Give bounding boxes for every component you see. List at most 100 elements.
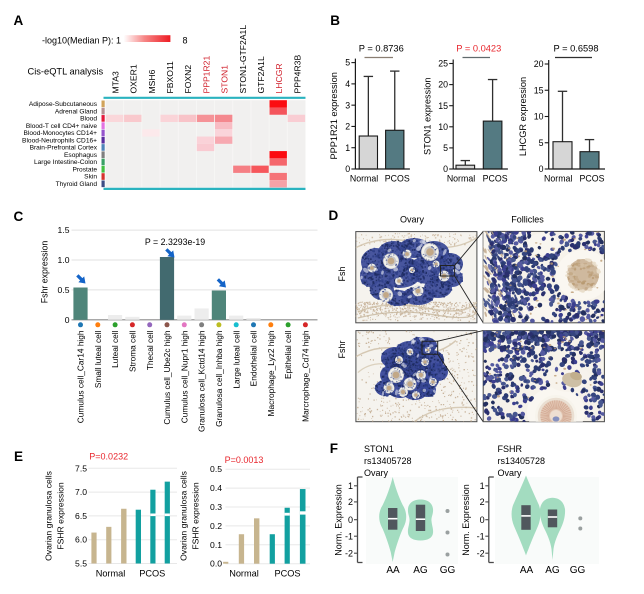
svg-text:Normal: Normal [447,174,475,184]
svg-text:Granulosa cell_Kctd14 high: Granulosa cell_Kctd14 high [197,330,207,432]
svg-text:Cumulus cell_Nupr1 high: Cumulus cell_Nupr1 high [179,330,189,423]
svg-text:5: 5 [345,58,350,68]
svg-text:STON1: STON1 [220,65,230,94]
svg-text:P = 0.0423: P = 0.0423 [456,44,501,54]
svg-text:PPP1R21 expression: PPP1R21 expression [329,72,339,159]
svg-text:Adrenal Gland: Adrenal Gland [55,108,97,115]
svg-text:C: C [14,209,24,224]
svg-text:Brain-Prefrontal Cortex: Brain-Prefrontal Cortex [30,145,98,152]
svg-text:Normal: Normal [350,174,378,184]
svg-text:20: 20 [438,80,448,90]
svg-text:OXER1: OXER1 [129,64,139,93]
svg-text:-1: -1 [477,531,485,541]
svg-text:Cumulus cell_Ube2c high: Cumulus cell_Ube2c high [162,330,172,424]
svg-text:0.5: 0.5 [58,285,70,295]
svg-text:8: 8 [183,36,188,46]
svg-text:P = 0.6598: P = 0.6598 [553,44,598,54]
svg-text:Marcrophage_Cd74 high: Marcrophage_Cd74 high [301,330,311,422]
svg-text:10: 10 [438,122,448,132]
svg-text:Ovary: Ovary [498,468,523,478]
svg-text:0.3: 0.3 [210,502,222,512]
svg-text:MSH6: MSH6 [147,69,157,93]
svg-text:-2: -2 [345,548,353,558]
svg-text:STON1 expression: STON1 expression [423,78,433,155]
svg-text:Blood-Monocytes CD14+: Blood-Monocytes CD14+ [24,130,98,137]
svg-text:GTF2A1L: GTF2A1L [256,56,266,93]
svg-text:Adipose-Subcutaneous: Adipose-Subcutaneous [29,101,98,108]
svg-text:15: 15 [438,101,448,111]
svg-text:FSHR: FSHR [498,444,523,454]
svg-text:6.5: 6.5 [75,511,87,521]
svg-text:Thecal cell: Thecal cell [145,330,155,370]
svg-text:P = 0.8736: P = 0.8736 [359,44,404,54]
svg-text:rs13405728: rs13405728 [498,456,546,466]
svg-text:Cumulus cell_Car14 high: Cumulus cell_Car14 high [76,330,86,423]
svg-text:FBXO11: FBXO11 [165,61,175,94]
svg-text:0: 0 [65,315,70,325]
svg-text:Large luteal cell: Large luteal cell [231,330,241,388]
svg-text:B: B [330,13,340,28]
svg-text:Norm. Expression: Norm. Expression [334,484,344,556]
svg-text:10: 10 [534,112,544,122]
svg-text:Stroma cell: Stroma cell [128,330,138,372]
svg-text:AG: AG [413,565,428,576]
svg-text:FOXN2: FOXN2 [183,65,193,94]
svg-text:4: 4 [345,79,350,89]
svg-text:Ovary: Ovary [364,468,389,478]
svg-text:Macrophage_Lyz2 high: Macrophage_Lyz2 high [266,330,276,416]
svg-text:15: 15 [534,85,544,95]
svg-text:GG: GG [440,565,456,576]
svg-text:FSHR expression: FSHR expression [56,482,66,550]
svg-text:-1: -1 [345,531,353,541]
svg-text:P=0.0013: P=0.0013 [225,455,264,465]
svg-text:FSHR expression: FSHR expression [191,482,201,550]
svg-text:Ovarian granulosa cells: Ovarian granulosa cells [44,471,54,561]
svg-text:AA: AA [520,565,534,576]
svg-text:Normal: Normal [229,569,259,579]
svg-text:STON1: STON1 [364,444,394,454]
svg-text:0.0: 0.0 [210,559,222,569]
svg-text:AG: AG [545,565,560,576]
svg-text:0.2: 0.2 [210,521,222,531]
svg-text:-log10(Median P): 1: -log10(Median P): 1 [42,36,121,46]
svg-text:Granulosa cell_Inhba high: Granulosa cell_Inhba high [214,330,224,427]
svg-text:PCOS: PCOS [483,174,508,184]
svg-text:LHCGR expression: LHCGR expression [518,77,528,156]
svg-text:Fshr expression: Fshr expression [40,241,50,304]
svg-text:3: 3 [345,100,350,110]
svg-text:PCOS: PCOS [385,174,410,184]
svg-text:F: F [330,441,338,456]
svg-text:A: A [14,13,24,28]
svg-text:7.5: 7.5 [75,463,87,473]
svg-text:PCOS: PCOS [139,569,165,579]
svg-text:6.0: 6.0 [75,535,87,545]
svg-text:E: E [14,449,23,464]
svg-text:Ovarian granulosa cells: Ovarian granulosa cells [179,471,189,561]
svg-text:Fshr: Fshr [337,340,347,358]
svg-text:0.5: 0.5 [210,464,222,474]
svg-text:0: 0 [348,515,353,525]
svg-text:0: 0 [480,515,485,525]
svg-text:Luteal cell: Luteal cell [110,330,120,368]
svg-text:Thyroid Gland: Thyroid Gland [56,181,98,188]
svg-text:0: 0 [345,164,350,174]
svg-text:PCOS: PCOS [580,174,605,184]
svg-text:Prostate: Prostate [72,166,97,173]
svg-text:Esophagus: Esophagus [64,152,98,159]
svg-text:Cis-eQTL analysis: Cis-eQTL analysis [28,66,104,76]
svg-text:Large Intestine-Colon: Large Intestine-Colon [34,159,97,166]
svg-text:1: 1 [348,481,353,491]
svg-text:1: 1 [480,481,485,491]
svg-text:2: 2 [480,497,485,507]
svg-text:Fsh: Fsh [337,266,347,281]
svg-text:5: 5 [539,138,544,148]
svg-text:rs13405728: rs13405728 [364,456,412,466]
svg-text:Blood-Neutrophils CD16+: Blood-Neutrophils CD16+ [22,137,97,144]
svg-text:AA: AA [386,565,400,576]
svg-text:PCOS: PCOS [274,569,300,579]
svg-text:1: 1 [345,143,350,153]
svg-text:Follicles: Follicles [511,214,544,224]
svg-text:D: D [329,208,339,223]
svg-text:STON1-GTF2A1L: STON1-GTF2A1L [238,25,248,94]
svg-text:Skin: Skin [84,174,97,181]
